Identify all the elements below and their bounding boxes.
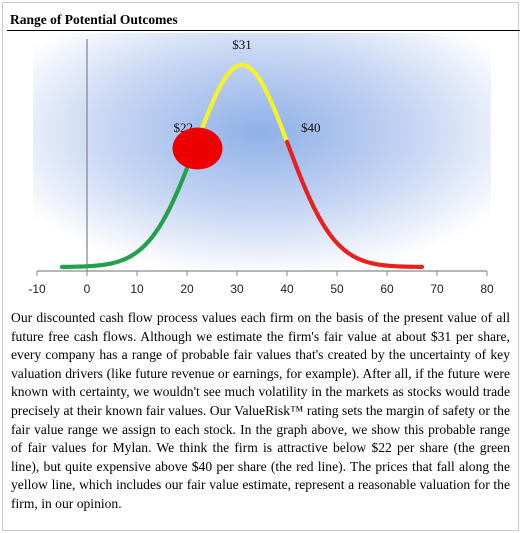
x-tick-label: 70 xyxy=(430,282,444,296)
price-label: $40 xyxy=(301,120,321,135)
x-axis-ticks: -10 0 10 20 30 40 50 60 70 80 xyxy=(28,271,494,296)
section-header: Range of Potential Outcomes xyxy=(7,8,520,31)
current-price-marker-dot xyxy=(172,127,223,170)
plot-background xyxy=(33,33,491,269)
x-tick-label: 80 xyxy=(480,282,494,296)
x-tick-label: 10 xyxy=(130,282,144,296)
curve-segment-red xyxy=(284,139,425,269)
fair-value-distribution-chart: $22$31$40 -10 0 10 20 30 40 50 60 70 80 xyxy=(28,33,494,296)
explanation-paragraph: Our discounted cash flow process values … xyxy=(11,310,510,511)
x-tick-label: 20 xyxy=(180,282,194,296)
x-tick-label: 0 xyxy=(84,282,91,296)
axes xyxy=(37,39,487,272)
section-title: Range of Potential Outcomes xyxy=(10,12,178,27)
x-tick-label: 60 xyxy=(380,282,394,296)
price-label: $31 xyxy=(232,37,252,52)
chart-area: $22 $31 $40 -10 0 10 20 30 40 50 60 70 80 xyxy=(7,31,520,303)
x-tick-label: 50 xyxy=(330,282,344,296)
curve-segment-green xyxy=(59,139,200,269)
x-tick-label: 40 xyxy=(280,282,294,296)
x-tick-label: 30 xyxy=(230,282,244,296)
x-tick-label: -10 xyxy=(28,282,46,296)
curve-segment-yellow xyxy=(194,62,290,144)
current-price-marker xyxy=(172,127,223,170)
distribution-curve xyxy=(59,62,425,269)
